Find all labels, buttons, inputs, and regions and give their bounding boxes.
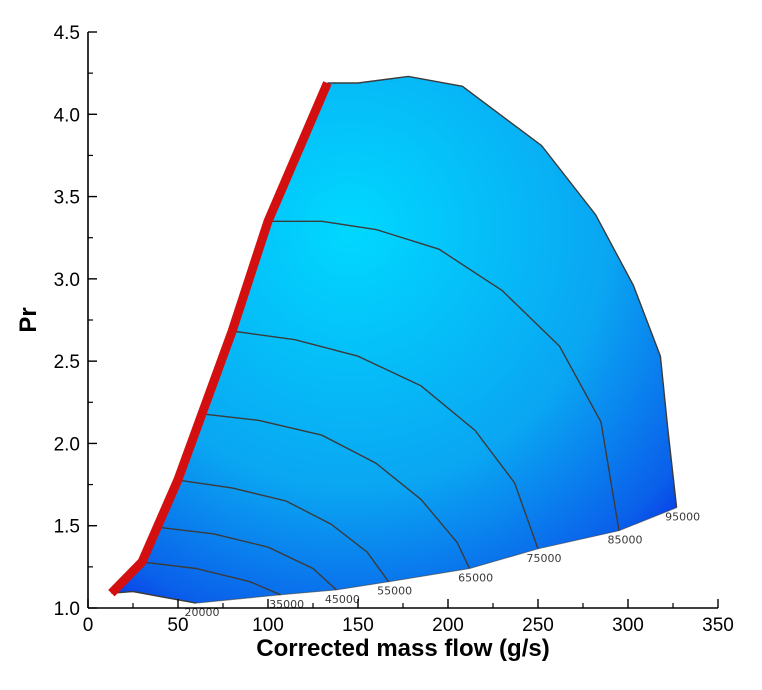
y-tick-label: 3.0 xyxy=(54,270,80,291)
speed-label-20000: 20000 xyxy=(185,606,220,619)
y-tick-label: 4.5 xyxy=(54,23,80,44)
speed-label-85000: 85000 xyxy=(608,534,643,547)
speed-label-55000: 55000 xyxy=(377,585,412,598)
y-tick-label: 1.5 xyxy=(54,517,80,538)
x-tick-label: 0 xyxy=(83,615,94,636)
x-tick-label: 250 xyxy=(522,615,554,636)
speed-label-75000: 75000 xyxy=(527,552,562,565)
x-tick-label: 150 xyxy=(342,615,374,636)
x-tick-label: 350 xyxy=(702,615,734,636)
speed-line-35000 xyxy=(141,561,281,596)
speed-line-85000 xyxy=(268,220,620,531)
speed-lines xyxy=(111,75,678,604)
x-tick-label: 200 xyxy=(432,615,464,636)
speed-line-65000 xyxy=(201,413,471,569)
axes: 0 50 100 150 200 250 300 350 1.0 1.5 2.0 2.5 3.0 3.5… xyxy=(15,23,734,662)
x-axis-ticks: 0 50 100 150 200 250 300 350 xyxy=(83,599,734,636)
speed-label-65000: 65000 xyxy=(458,572,493,585)
speed-label-45000: 45000 xyxy=(325,593,360,606)
speed-line-95000 xyxy=(327,75,678,508)
choke-boundary-line xyxy=(195,507,677,604)
y-tick-label: 1.0 xyxy=(54,599,80,620)
y-tick-label: 2.5 xyxy=(54,352,80,373)
speed-line-45000 xyxy=(159,526,337,591)
speed-line-75000 xyxy=(235,330,539,550)
speed-line-55000 xyxy=(174,478,390,583)
y-tick-label: 2.0 xyxy=(54,434,80,455)
speed-label-95000: 95000 xyxy=(665,511,700,524)
surge-line xyxy=(108,81,332,597)
y-tick-label: 4.0 xyxy=(54,105,80,126)
operating-region-fill xyxy=(111,76,677,604)
y-axis-ticks: 1.0 1.5 2.0 2.5 3.0 3.5 4.0 4.5 xyxy=(54,23,97,620)
plot-area: 20000 35000 45000 55000 65000 75000 85000 95000 xyxy=(108,75,700,619)
x-tick-label: 300 xyxy=(612,615,644,636)
y-axis-title: Pr xyxy=(15,307,42,332)
speed-label-35000: 35000 xyxy=(269,598,304,611)
x-axis-title: Corrected mass flow (g/s) xyxy=(256,635,549,662)
x-tick-label: 100 xyxy=(252,615,284,636)
y-tick-label: 3.5 xyxy=(54,188,80,209)
x-tick-label: 50 xyxy=(167,615,188,636)
